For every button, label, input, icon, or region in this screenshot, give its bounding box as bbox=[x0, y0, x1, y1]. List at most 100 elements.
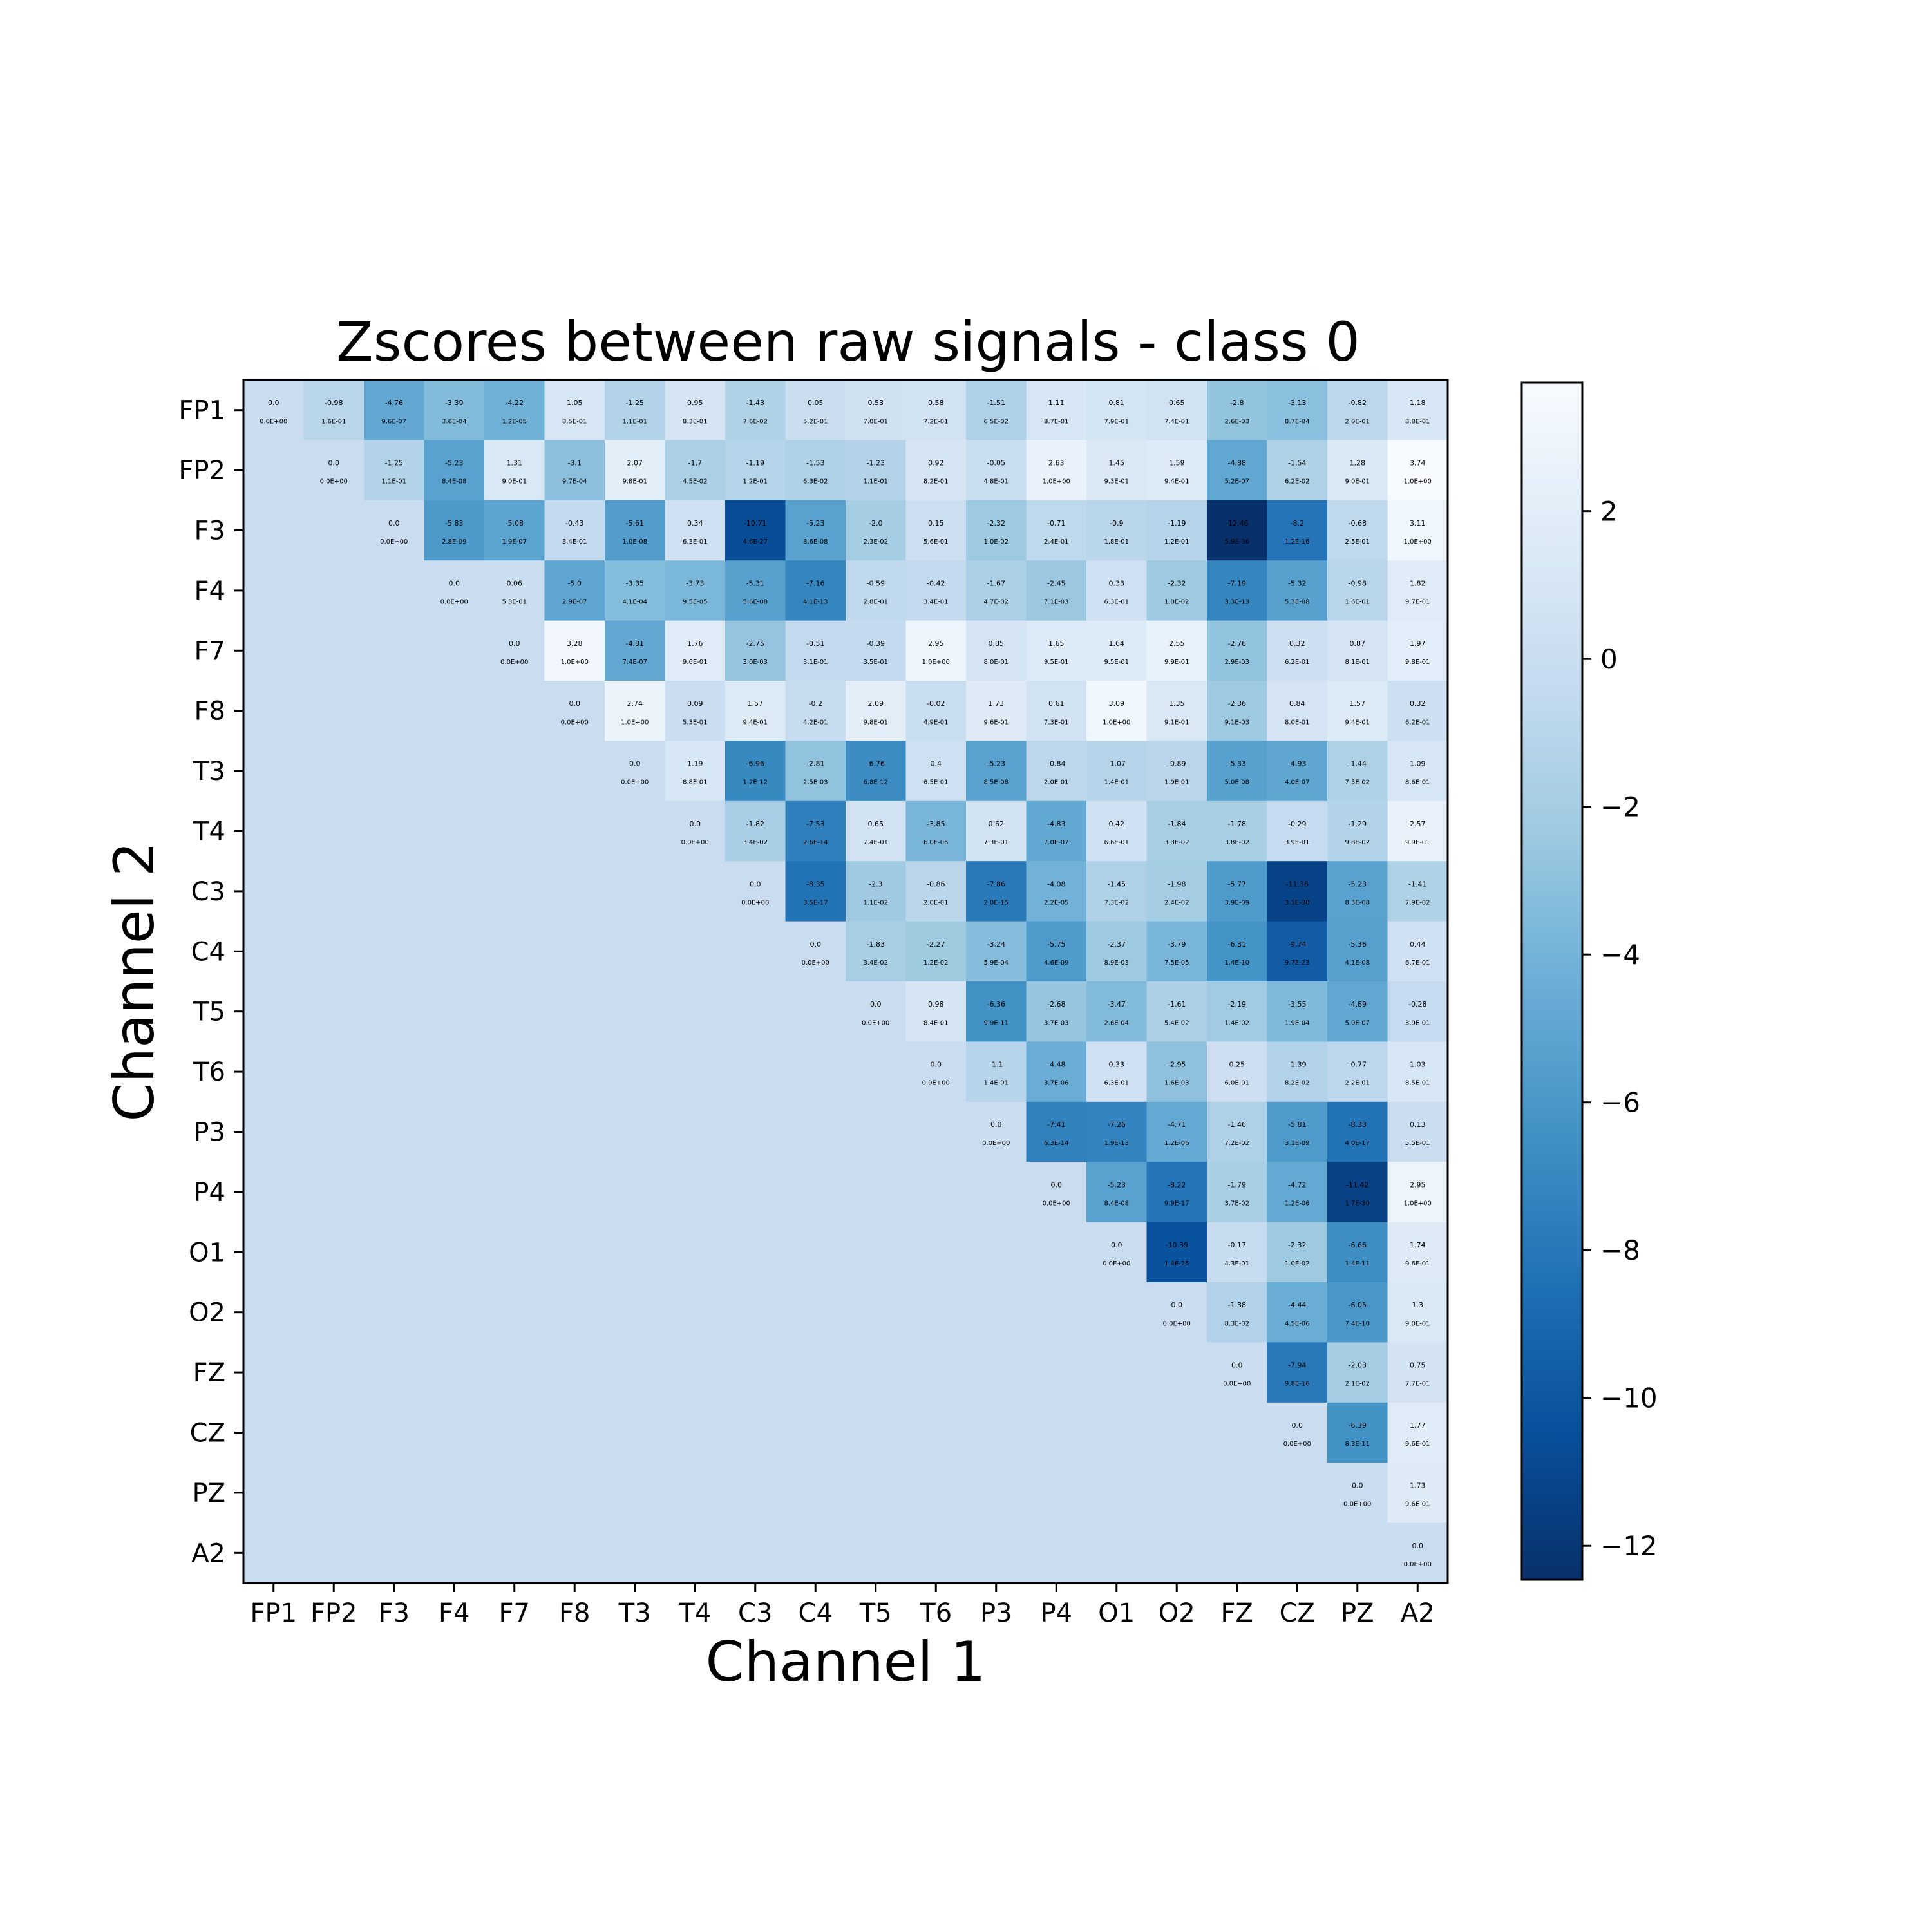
cell-zscore-label: 0.4 bbox=[931, 760, 942, 768]
cell-zscore-label: -4.83 bbox=[1047, 820, 1065, 828]
cell-zscore-label: -2.03 bbox=[1349, 1361, 1367, 1370]
cell-zscore-label: 0.15 bbox=[928, 519, 944, 527]
heatmap-cell bbox=[785, 681, 846, 741]
heatmap-cell bbox=[1146, 861, 1208, 922]
heatmap-cell bbox=[665, 560, 726, 621]
cell-zscore-label: 0.0 bbox=[810, 940, 822, 949]
cell-zscore-label: 0.0 bbox=[629, 760, 641, 768]
heatmap-cell bbox=[1146, 1101, 1208, 1162]
cell-zscore-label: 0.81 bbox=[1109, 399, 1125, 407]
heatmap-cell bbox=[1387, 1222, 1448, 1283]
heatmap-cell bbox=[424, 560, 485, 621]
heatmap-cell bbox=[966, 741, 1027, 802]
y-tick-label: F4 bbox=[194, 576, 225, 606]
heatmap-cell bbox=[1026, 861, 1087, 922]
cell-zscore-label: -1.67 bbox=[987, 579, 1005, 587]
cell-pvalue-label: 5.6E-01 bbox=[923, 538, 949, 545]
heatmap-cell bbox=[605, 500, 666, 561]
cell-pvalue-label: 0.0E+00 bbox=[922, 1080, 950, 1087]
heatmap-cell bbox=[1086, 1162, 1148, 1223]
heatmap-cell bbox=[424, 440, 485, 501]
cell-pvalue-label: 0.0E+00 bbox=[802, 960, 829, 967]
cell-pvalue-label: 1.6E-01 bbox=[1345, 598, 1370, 605]
cell-zscore-label: 1.77 bbox=[1410, 1421, 1426, 1430]
cell-zscore-label: -1.51 bbox=[987, 399, 1005, 407]
cell-zscore-label: -2.81 bbox=[806, 760, 824, 768]
x-axis-label: Channel 1 bbox=[705, 1630, 985, 1694]
cell-zscore-label: -2.32 bbox=[1288, 1241, 1306, 1249]
cell-pvalue-label: 1.4E-02 bbox=[1224, 1019, 1249, 1027]
cell-zscore-label: 0.0 bbox=[931, 1061, 942, 1069]
cell-zscore-label: 1.18 bbox=[1410, 399, 1426, 407]
heatmap-cell bbox=[1207, 1041, 1268, 1103]
cell-pvalue-label: 1.4E-01 bbox=[983, 1080, 1009, 1087]
heatmap-cell bbox=[1387, 620, 1448, 681]
heatmap-cell bbox=[785, 861, 846, 922]
chart-title: Zscores between raw signals - class 0 bbox=[336, 310, 1360, 374]
heatmap-cell bbox=[1387, 741, 1448, 802]
heatmap-cell bbox=[725, 741, 786, 802]
cell-zscore-label: -5.23 bbox=[806, 519, 824, 527]
cell-zscore-label: -3.55 bbox=[1288, 1000, 1306, 1009]
cell-zscore-label: -9.74 bbox=[1288, 940, 1306, 949]
cell-pvalue-label: 0.0E+00 bbox=[440, 598, 468, 605]
cell-zscore-label: -3.1 bbox=[568, 459, 582, 468]
heatmap-cell bbox=[725, 800, 786, 862]
y-tick-label: T3 bbox=[193, 757, 225, 786]
cell-zscore-label: -4.08 bbox=[1047, 880, 1065, 888]
cell-pvalue-label: 4.6E-27 bbox=[743, 538, 768, 545]
heatmap-cell bbox=[1387, 681, 1448, 741]
cell-zscore-label: -1.45 bbox=[1108, 880, 1126, 888]
cell-pvalue-label: 0.0E+00 bbox=[380, 538, 408, 545]
cell-zscore-label: -0.43 bbox=[565, 519, 583, 527]
cell-pvalue-label: 1.8E-01 bbox=[1104, 538, 1129, 545]
heatmap-cell bbox=[544, 500, 605, 561]
heatmap-cell bbox=[1387, 440, 1448, 501]
heatmap-cell bbox=[1026, 560, 1087, 621]
heatmap-cell bbox=[846, 500, 907, 561]
cell-pvalue-label: 2.9E-03 bbox=[1224, 659, 1249, 666]
cell-pvalue-label: 6.5E-01 bbox=[923, 779, 949, 786]
cell-zscore-label: 0.0 bbox=[1231, 1361, 1243, 1370]
cell-zscore-label: -7.19 bbox=[1228, 579, 1246, 587]
cell-zscore-label: -5.61 bbox=[626, 519, 644, 527]
heatmap-cell bbox=[1207, 800, 1268, 862]
cell-zscore-label: 0.0 bbox=[690, 820, 701, 828]
heatmap-cell bbox=[905, 981, 967, 1042]
cell-pvalue-label: 7.4E-10 bbox=[1345, 1320, 1370, 1327]
cell-pvalue-label: 8.2E-01 bbox=[923, 478, 949, 486]
cell-zscore-label: -5.36 bbox=[1349, 940, 1367, 949]
cell-zscore-label: 1.28 bbox=[1350, 459, 1366, 468]
cell-zscore-label: -2.37 bbox=[1108, 940, 1126, 949]
cell-zscore-label: -4.48 bbox=[1047, 1061, 1065, 1069]
heatmap-cell bbox=[1146, 1222, 1208, 1283]
heatmap-cell bbox=[1327, 1282, 1388, 1343]
heatmap-cell bbox=[1387, 921, 1448, 982]
heatmap-cell bbox=[1267, 500, 1328, 561]
cell-zscore-label: -5.08 bbox=[506, 519, 524, 527]
heatmap-cell bbox=[1086, 620, 1148, 681]
cell-zscore-label: 2.74 bbox=[627, 699, 643, 708]
cell-zscore-label: -0.02 bbox=[927, 699, 945, 708]
cell-zscore-label: -1.7 bbox=[688, 459, 702, 468]
x-tick-label: T3 bbox=[618, 1598, 651, 1628]
heatmap-cell bbox=[1086, 500, 1148, 561]
cell-zscore-label: 1.45 bbox=[1109, 459, 1125, 468]
cell-pvalue-label: 9.6E-07 bbox=[381, 418, 406, 425]
cell-zscore-label: -0.86 bbox=[927, 880, 945, 888]
cell-zscore-label: 0.13 bbox=[1410, 1121, 1426, 1129]
heatmap-cell bbox=[1207, 1282, 1268, 1343]
cell-zscore-label: -2.76 bbox=[1228, 639, 1246, 648]
cell-pvalue-label: 9.4E-01 bbox=[743, 719, 768, 726]
cell-zscore-label: 2.95 bbox=[1410, 1180, 1426, 1189]
cell-zscore-label: -3.85 bbox=[927, 820, 945, 828]
cell-zscore-label: 0.0 bbox=[509, 639, 520, 648]
cell-pvalue-label: 2.4E-02 bbox=[1164, 899, 1189, 906]
cell-pvalue-label: 1.0E+00 bbox=[561, 659, 589, 666]
cell-zscore-label: -3.47 bbox=[1108, 1000, 1126, 1009]
heatmap-cell bbox=[1146, 620, 1208, 681]
heatmap-cell bbox=[424, 500, 485, 561]
heatmap-cell bbox=[1387, 1282, 1448, 1343]
heatmap-cell bbox=[1267, 681, 1328, 741]
cell-pvalue-label: 8.7E-04 bbox=[1285, 418, 1310, 425]
